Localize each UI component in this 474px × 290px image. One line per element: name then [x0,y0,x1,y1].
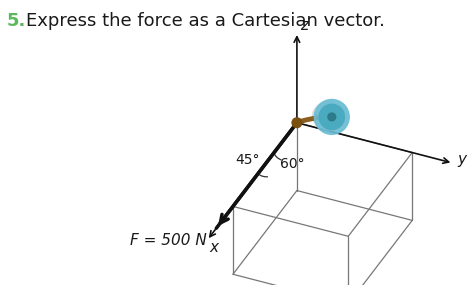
Text: Express the force as a Cartesian vector.: Express the force as a Cartesian vector. [26,12,384,30]
Text: 45°: 45° [236,153,260,167]
Text: x: x [209,240,218,255]
Circle shape [328,113,336,121]
Text: z: z [300,18,308,33]
Text: 5.: 5. [6,12,26,30]
Circle shape [292,118,302,128]
Circle shape [314,99,349,134]
Ellipse shape [312,102,347,130]
Circle shape [319,104,345,130]
Text: 60°: 60° [280,157,304,171]
Text: F = 500 N: F = 500 N [130,233,207,248]
Text: y: y [457,152,466,167]
